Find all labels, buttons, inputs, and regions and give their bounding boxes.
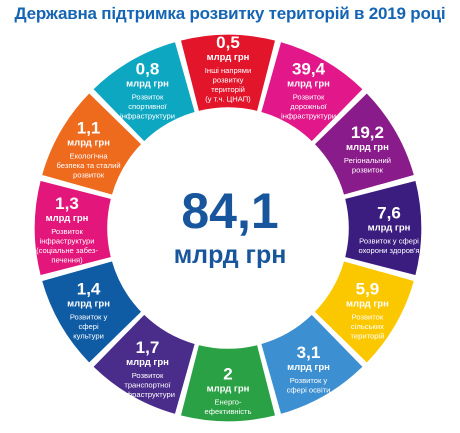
segment-description-line: Розвиток — [293, 92, 325, 101]
segment-description-line: печення) — [51, 256, 83, 265]
segment-unit: млрд грн — [126, 357, 169, 368]
center-total-value: 84,1 — [181, 183, 279, 239]
segment-description-line: (соціальне забез- — [36, 246, 98, 255]
segment-description-line: Розвиток — [132, 92, 164, 101]
segment-description-line: територій — [351, 331, 385, 340]
donut-segment-6 — [179, 343, 277, 423]
segment-value: 1,4 — [77, 279, 101, 298]
segment-unit: млрд грн — [67, 137, 110, 148]
segment-description-line: Енерго- — [214, 398, 242, 407]
segment-description-line: культури — [73, 331, 104, 340]
donut-segment-11 — [91, 40, 197, 144]
segment-unit: млрд грн — [126, 78, 169, 89]
segment-value: 19,2 — [351, 123, 384, 142]
segment-description-line: Розвиток у сфері — [359, 237, 419, 246]
donut-segment-4 — [312, 259, 416, 365]
donut-segment-7 — [91, 312, 197, 416]
segment-description-line: розвиток — [352, 166, 384, 175]
segment-unit: млрд грн — [46, 213, 89, 224]
segment-description-line: сфері — [78, 322, 98, 331]
donut-segment-1 — [259, 40, 365, 144]
segment-description-line: інфраструктури — [120, 111, 175, 120]
segment-value: 1,1 — [77, 118, 101, 137]
donut-segment-3 — [343, 179, 423, 277]
segment-unit: млрд грн — [346, 142, 389, 153]
segment-description-line: інфраструктури — [40, 237, 95, 246]
segment-value: 5,9 — [356, 279, 380, 298]
segment-description-line: охорони здоров'я — [358, 246, 419, 255]
segment-value: 1,3 — [55, 194, 79, 213]
segment-description-line: розвиток — [73, 170, 105, 179]
segment-description-line: Екологічна — [70, 151, 109, 160]
segment-description-line: Розвиток у — [70, 312, 108, 321]
segment-description-line: Інші напрями — [205, 66, 251, 75]
segment-description-line: транспортної — [124, 381, 171, 390]
segment-value: 2 — [223, 365, 232, 384]
donut-segment-2 — [312, 91, 416, 197]
segment-description-line: Розвиток — [352, 312, 384, 321]
segment-description-line: Розвиток — [132, 371, 164, 380]
segment-description-line: розвитку — [213, 76, 244, 85]
segment-unit: млрд грн — [287, 362, 330, 373]
segment-description-line: спортивної — [128, 102, 167, 111]
segment-unit: млрд грн — [207, 52, 250, 63]
donut-segment-10 — [40, 91, 144, 197]
segment-value: 1,7 — [136, 338, 160, 357]
chart-title: Державна підтримка розвитку територій в … — [14, 4, 446, 23]
segment-description-line: Розвиток у — [290, 376, 328, 385]
center-disc — [110, 110, 346, 346]
donut-segment-5 — [259, 312, 365, 416]
segment-unit: млрд грн — [346, 298, 389, 309]
segment-description-line: інфраструктури — [120, 390, 175, 399]
segment-unit: млрд грн — [67, 298, 110, 309]
segment-description-line: сільських — [351, 322, 384, 331]
segment-value: 3,1 — [297, 343, 321, 362]
segment-unit: млрд грн — [287, 78, 330, 89]
segment-description-line: сфері освіти — [287, 385, 331, 394]
segment-unit: млрд грн — [207, 384, 250, 395]
donut-segment-8 — [40, 259, 144, 365]
segment-value: 0,5 — [216, 33, 240, 52]
segment-description-line: Регіональний — [344, 156, 391, 165]
segment-description-line: безпека та сталий — [57, 161, 121, 170]
segment-value: 39,4 — [292, 59, 326, 78]
donut-segment-9 — [33, 179, 113, 277]
segment-description-line: інфраструктури — [281, 111, 336, 120]
segment-value: 7,6 — [377, 204, 401, 223]
center-total-unit: млрд грн — [173, 241, 287, 269]
donut-segment-0 — [179, 33, 277, 113]
segment-description-line: дорожньої — [290, 102, 327, 111]
segment-description-line: територій — [211, 85, 245, 94]
segment-description-line: ефективність — [205, 407, 252, 416]
segment-description-line: Розвиток — [51, 227, 83, 236]
segment-description-line: (у т.ч. ЦНАП) — [205, 95, 251, 104]
segment-value: 0,8 — [136, 59, 160, 78]
segment-unit: млрд грн — [368, 223, 411, 234]
